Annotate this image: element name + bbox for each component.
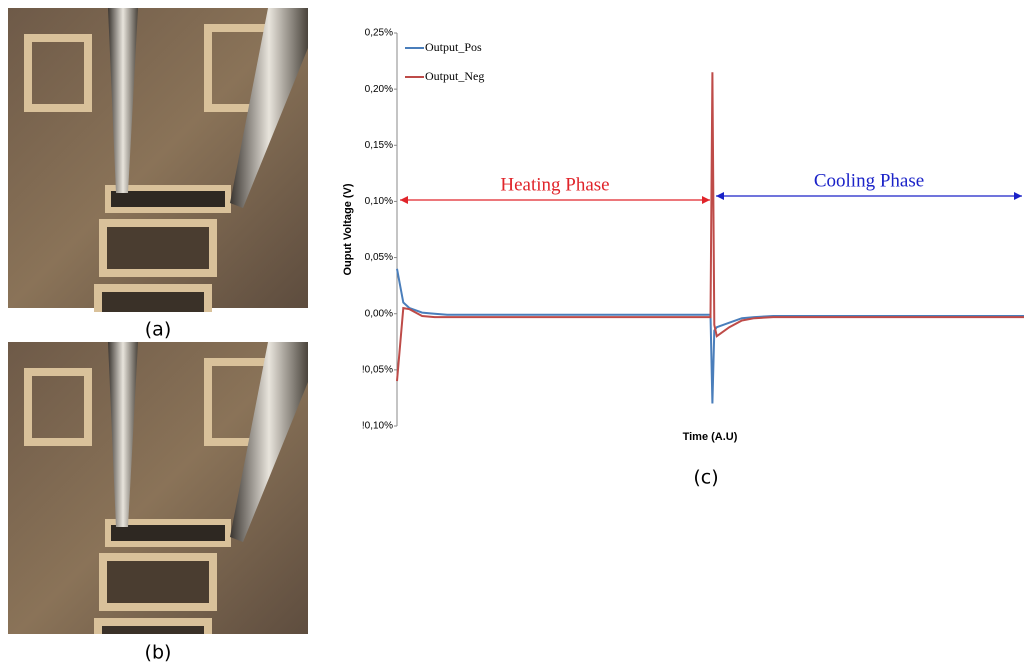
- y-tick-label: !0,05%: [362, 364, 393, 375]
- legend-label: Output_Neg: [425, 69, 484, 83]
- panel-label: (b): [145, 642, 172, 664]
- y-tick-label: 0,10%: [365, 196, 393, 207]
- photo-b: [8, 342, 308, 652]
- panel-label: (c): [693, 467, 718, 489]
- y-tick-label: 0,15%: [365, 140, 393, 151]
- annotation: Cooling Phase: [814, 170, 924, 191]
- y-tick-label: 0,25%: [365, 28, 393, 39]
- line-series: [396, 72, 1024, 382]
- y-tick-label: 0,00%: [365, 308, 393, 319]
- y-tick-label: 0,20%: [365, 84, 393, 95]
- legend-label: Output_Pos: [425, 40, 482, 54]
- photo-a: [8, 8, 308, 318]
- y-axis-label: Ouput Voltage (V): [342, 183, 354, 275]
- annotation: Heating Phase: [500, 174, 609, 195]
- y-tick-label: !0,10%: [362, 421, 393, 432]
- y-tick-label: 0,05%: [365, 252, 393, 263]
- x-axis-label: Time (A.U): [683, 431, 738, 443]
- panel-label: (a): [145, 319, 171, 341]
